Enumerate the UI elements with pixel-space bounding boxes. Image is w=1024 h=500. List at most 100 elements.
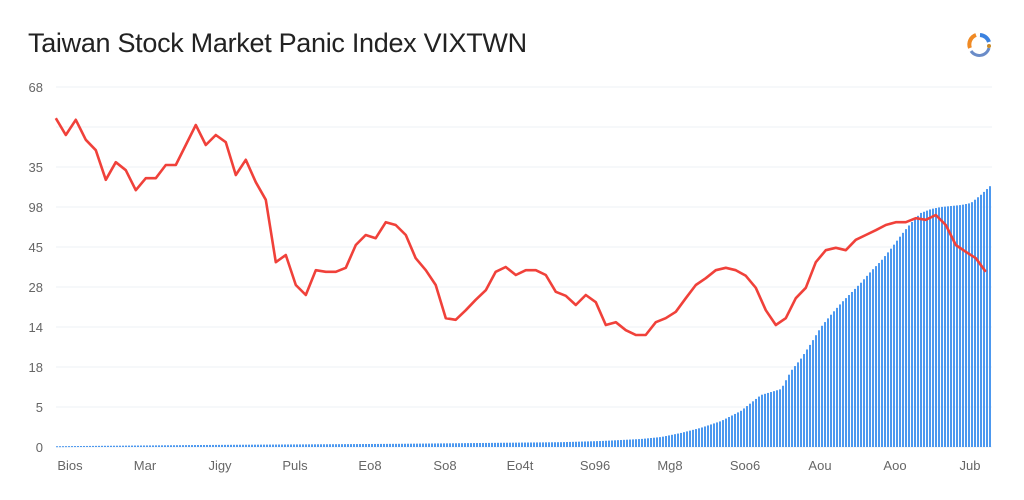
bar xyxy=(350,444,352,447)
x-tick-label: Bios xyxy=(57,458,83,473)
bar xyxy=(167,445,169,447)
bar xyxy=(566,442,568,447)
bar xyxy=(140,445,142,447)
bar xyxy=(263,444,265,447)
bar xyxy=(938,207,940,447)
bar xyxy=(953,205,955,447)
bar xyxy=(503,442,505,447)
bar xyxy=(671,434,673,447)
bar xyxy=(941,206,943,447)
bar xyxy=(800,358,802,447)
x-tick-label: Eo8 xyxy=(358,458,381,473)
bar xyxy=(407,443,409,447)
bar xyxy=(482,442,484,447)
bar xyxy=(635,439,637,447)
bar xyxy=(107,445,109,447)
bar xyxy=(710,424,712,447)
bar xyxy=(761,394,763,447)
bar xyxy=(668,435,670,447)
bar xyxy=(182,445,184,447)
bar xyxy=(188,445,190,447)
bar xyxy=(899,236,901,447)
bar xyxy=(593,441,595,447)
bar xyxy=(968,203,970,447)
bar xyxy=(821,325,823,447)
bar xyxy=(461,443,463,447)
bar xyxy=(455,443,457,447)
bar xyxy=(620,440,622,447)
bar xyxy=(884,256,886,447)
bar xyxy=(794,366,796,447)
bar xyxy=(317,444,319,447)
bar xyxy=(329,444,331,447)
bar xyxy=(608,440,610,447)
bar xyxy=(371,443,373,447)
bar xyxy=(194,445,196,447)
bar xyxy=(164,445,166,447)
bar xyxy=(248,444,250,447)
bar xyxy=(866,275,868,447)
y-tick-label: 14 xyxy=(29,320,43,335)
bar xyxy=(260,444,262,447)
bar xyxy=(644,438,646,447)
bar xyxy=(89,445,91,447)
bar xyxy=(356,444,358,447)
bar xyxy=(143,445,145,447)
bar xyxy=(983,191,985,447)
bar xyxy=(695,429,697,447)
x-tick-label: Aou xyxy=(808,458,831,473)
bar xyxy=(299,444,301,447)
bar xyxy=(446,443,448,447)
bar xyxy=(509,442,511,447)
bar xyxy=(623,439,625,447)
bar xyxy=(113,445,115,447)
bar xyxy=(410,443,412,447)
bar xyxy=(797,362,799,447)
bar xyxy=(383,443,385,447)
x-tick-label: So8 xyxy=(433,458,456,473)
bar xyxy=(950,206,952,447)
bar xyxy=(731,415,733,447)
bar xyxy=(368,443,370,447)
bar xyxy=(911,221,913,447)
bar xyxy=(170,445,172,447)
bar xyxy=(863,279,865,447)
y-tick-label: 45 xyxy=(29,240,43,255)
bar xyxy=(935,208,937,447)
bar xyxy=(200,444,202,447)
x-tick-label: Eo4t xyxy=(507,458,534,473)
bar xyxy=(779,389,781,447)
bar xyxy=(755,398,757,447)
bar xyxy=(257,444,259,447)
bar xyxy=(440,443,442,447)
bar xyxy=(434,443,436,447)
bar xyxy=(638,439,640,447)
bar xyxy=(914,218,916,447)
bar xyxy=(176,445,178,447)
bar xyxy=(506,442,508,447)
bar xyxy=(581,441,583,447)
bar xyxy=(818,330,820,447)
x-tick-label: Jub xyxy=(960,458,981,473)
bar xyxy=(377,443,379,447)
bar xyxy=(575,441,577,447)
bar xyxy=(905,229,907,447)
bar xyxy=(830,314,832,447)
bar xyxy=(944,206,946,447)
bar xyxy=(977,197,979,447)
bar xyxy=(785,380,787,447)
bar xyxy=(920,212,922,447)
bar xyxy=(251,444,253,447)
bar xyxy=(791,369,793,447)
bar xyxy=(515,442,517,447)
bar xyxy=(851,291,853,447)
bar xyxy=(560,442,562,447)
bar xyxy=(857,285,859,447)
bar xyxy=(926,210,928,447)
x-tick-label: Soo6 xyxy=(730,458,760,473)
bar xyxy=(374,443,376,447)
bar xyxy=(770,392,772,447)
bar xyxy=(173,445,175,447)
bar xyxy=(749,403,751,447)
bar xyxy=(416,443,418,447)
